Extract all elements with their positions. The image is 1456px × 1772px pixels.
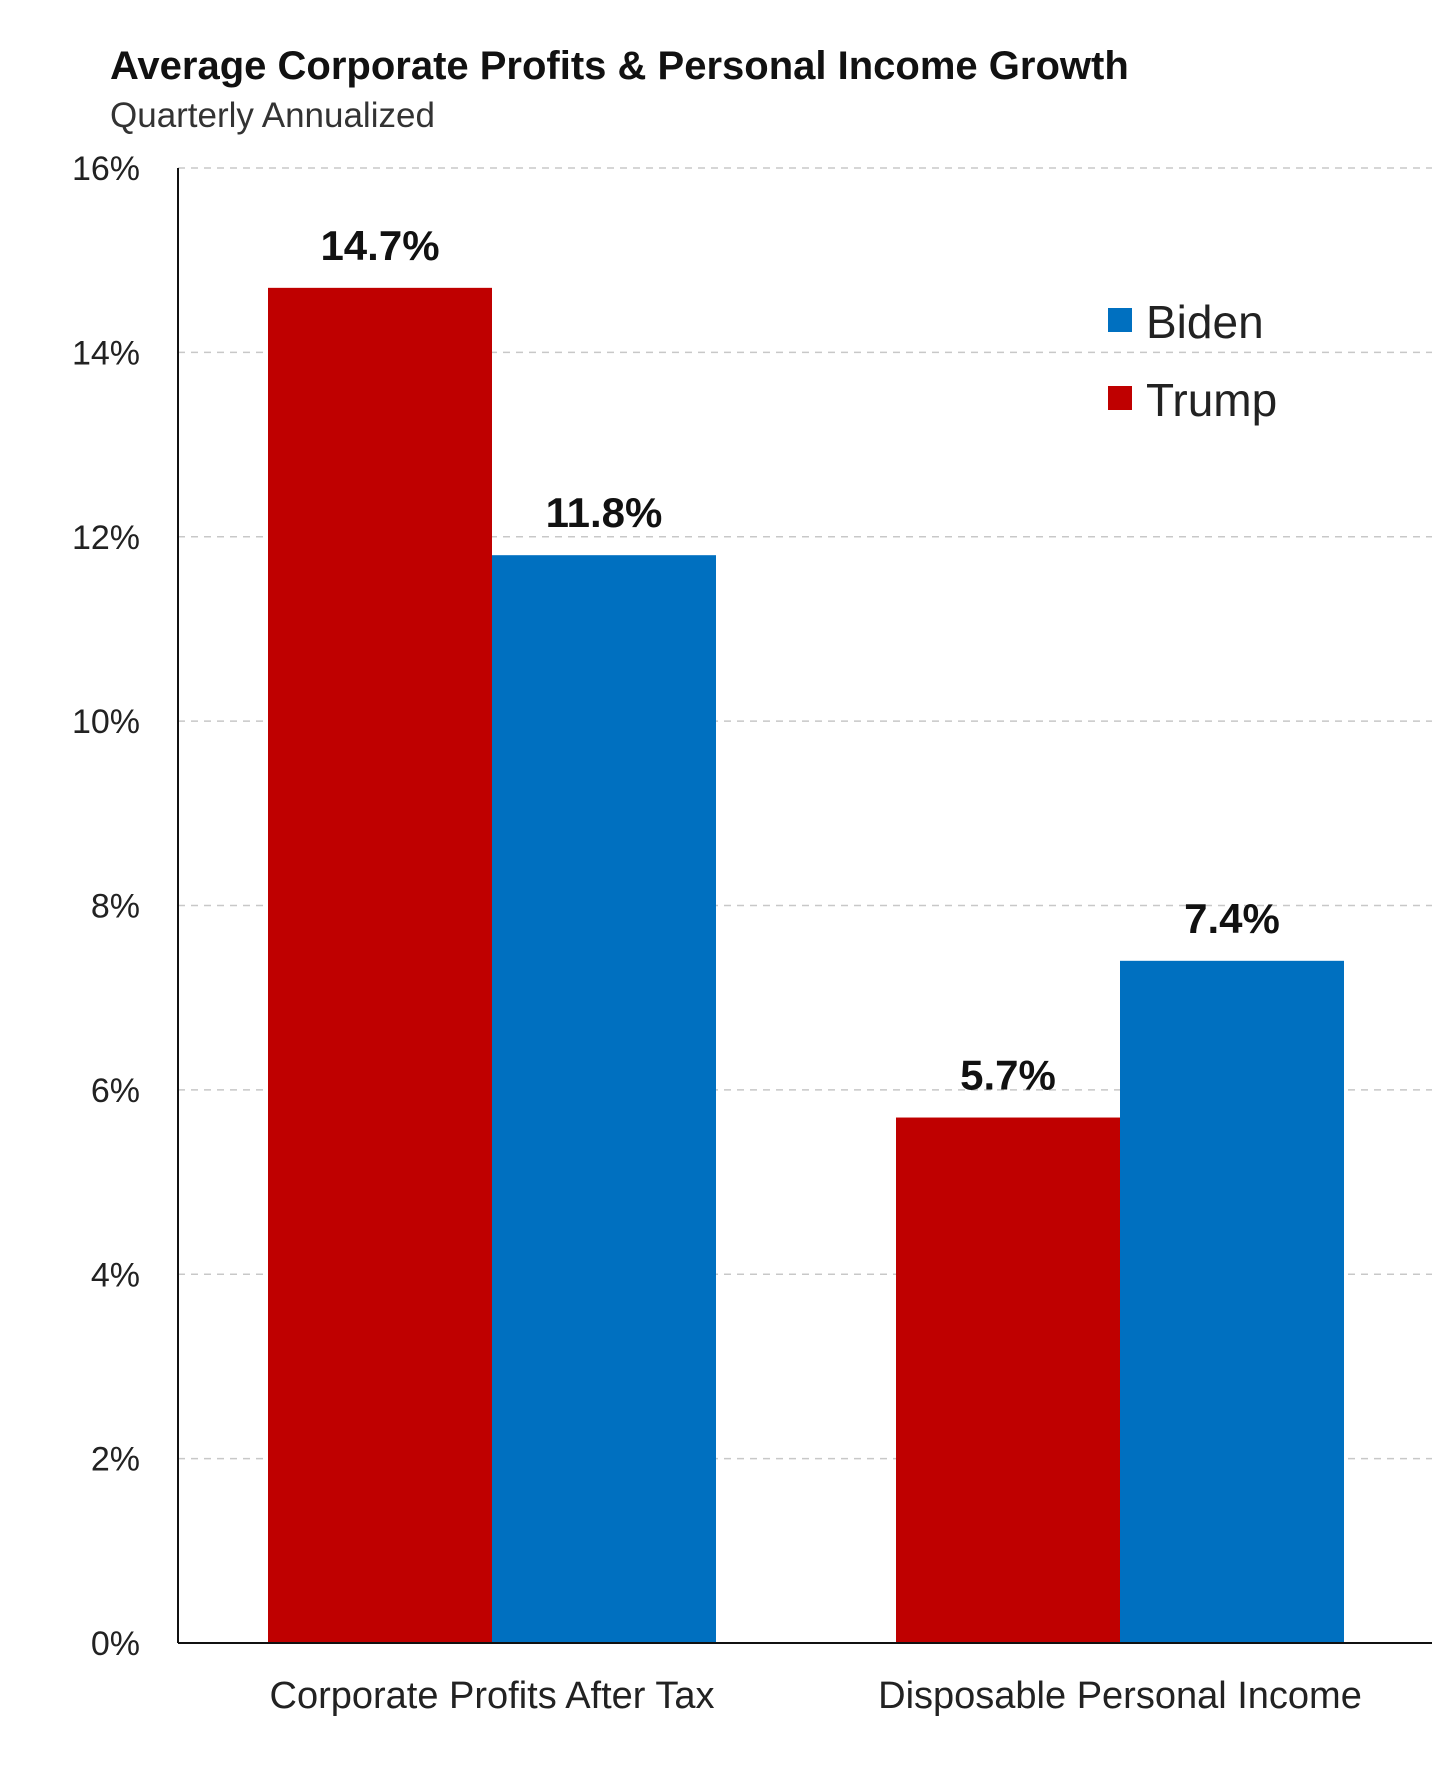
data-label-trump-1: 5.7% — [960, 1052, 1056, 1099]
axes: 0% 2% 4% 6% 8% 10% 12% 14% 16% Corporate Profits … — [72, 150, 1432, 1717]
y-tick-label-12: 12% — [72, 519, 140, 557]
legend-label-trump: Trump — [1146, 374, 1277, 426]
legend-label-biden: Biden — [1146, 296, 1264, 348]
y-tick-label-6: 6% — [91, 1072, 140, 1110]
bar-biden-1 — [1120, 960, 1344, 1643]
data-label-biden-1: 7.4% — [1184, 895, 1280, 942]
x-category-label-1: Disposable Personal Income — [878, 1675, 1362, 1717]
y-tick-label-0: 0% — [91, 1625, 140, 1663]
chart-subtitle: Quarterly Annualized — [110, 96, 435, 135]
y-tick-label-2: 2% — [91, 1441, 140, 1479]
bar-trump-0 — [268, 287, 492, 1643]
y-tick-label-4: 4% — [91, 1256, 140, 1294]
x-category-label-0: Corporate Profits After Tax — [270, 1675, 715, 1717]
legend: Biden Trump — [1108, 296, 1277, 426]
legend-swatch-trump — [1108, 386, 1132, 410]
bar-trump-1 — [896, 1117, 1120, 1643]
legend-swatch-biden — [1108, 308, 1132, 332]
data-label-biden-0: 11.8% — [546, 489, 663, 536]
y-tick-label-8: 8% — [91, 888, 140, 926]
y-tick-label-14: 14% — [72, 334, 140, 372]
y-tick-label-16: 16% — [72, 150, 140, 188]
data-labels: 14.7% 11.8% 5.7% 7.4% — [320, 222, 1279, 1099]
bars — [268, 287, 1344, 1643]
bar-biden-0 — [492, 555, 716, 1643]
chart-title: Average Corporate Profits & Personal Inc… — [110, 44, 1129, 88]
data-label-trump-0: 14.7% — [320, 222, 439, 269]
y-tick-label-10: 10% — [72, 703, 140, 741]
